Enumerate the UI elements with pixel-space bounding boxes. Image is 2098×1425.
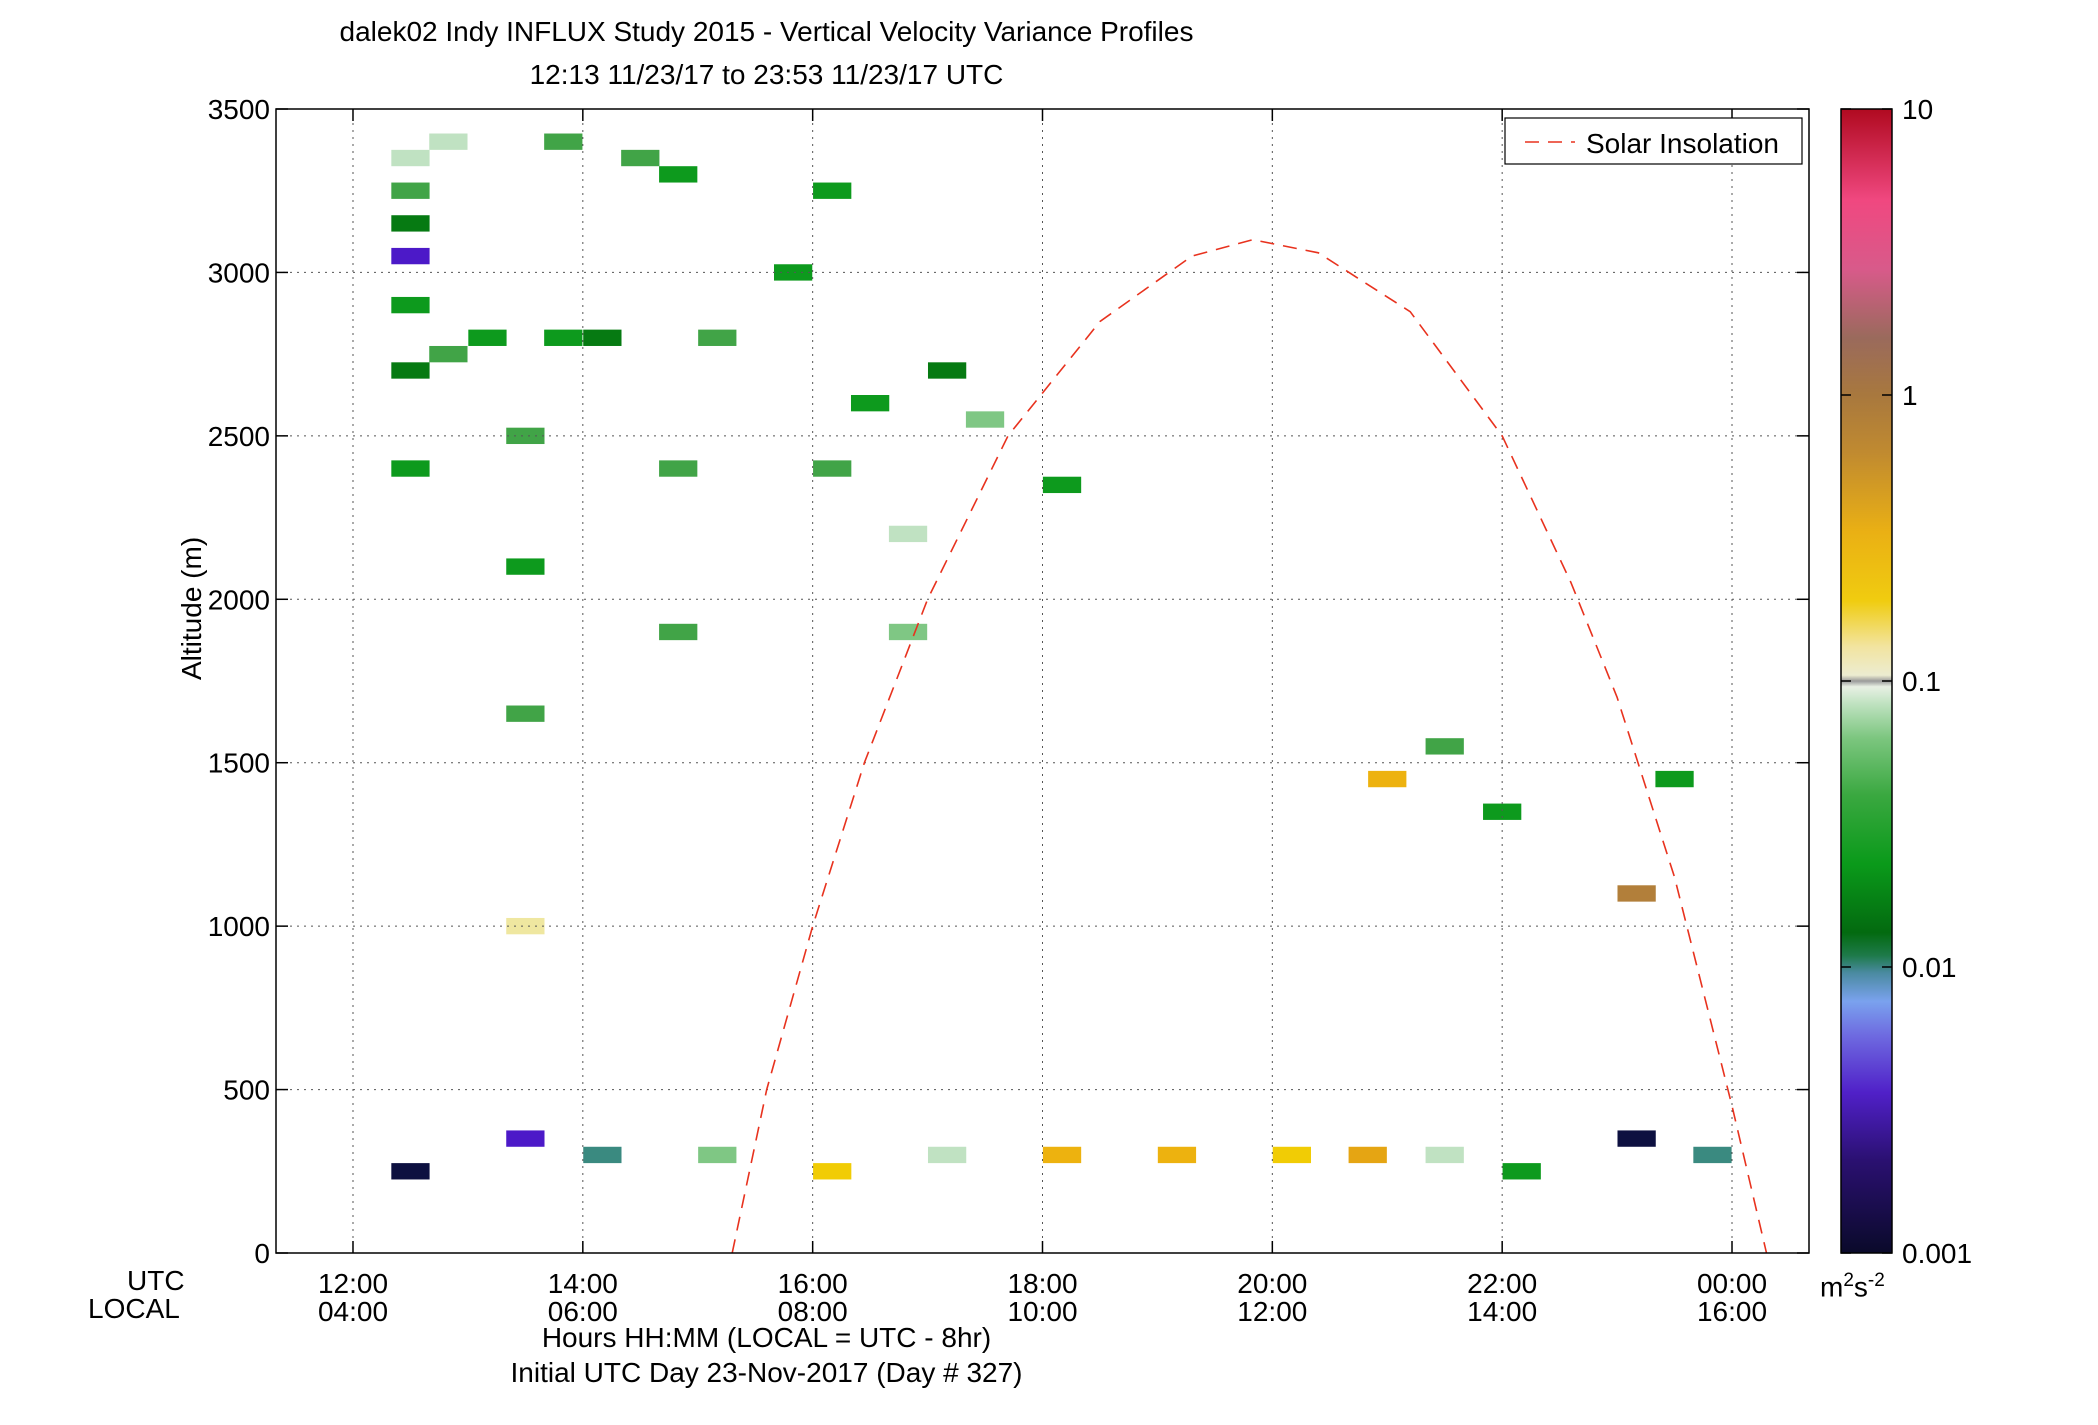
variance-cell — [659, 166, 698, 183]
variance-cell — [888, 525, 928, 543]
variance-cell — [1617, 1130, 1656, 1147]
variance-cell — [621, 149, 660, 167]
variance-cell — [1617, 885, 1656, 902]
variance-cell — [927, 362, 967, 379]
variance-cell — [429, 345, 468, 363]
grid-lines — [276, 109, 1809, 1253]
colorbar-tick-label: 0.01 — [1902, 952, 1957, 983]
variance-cell — [1483, 803, 1522, 820]
x-tick-label-local: 04:00 — [318, 1296, 388, 1327]
variance-cell — [813, 182, 852, 199]
colorbar-units-sup2: -2 — [1867, 1270, 1885, 1291]
x-tick-label-utc: 18:00 — [1007, 1268, 1077, 1299]
variance-cell — [391, 215, 430, 232]
variance-cell — [1042, 1146, 1082, 1164]
variance-cell — [1425, 738, 1464, 755]
legend-entry: Solar Insolation — [1586, 128, 1779, 159]
variance-cells — [391, 133, 1732, 1180]
variance-cell — [1272, 1146, 1312, 1164]
x-axis-label-date: Initial UTC Day 23-Nov-2017 (Day # 327) — [510, 1357, 1023, 1388]
variance-cell — [583, 329, 622, 346]
variance-cell — [1425, 1146, 1464, 1164]
variance-cell — [391, 149, 430, 167]
colorbar-units-base: m — [1820, 1271, 1844, 1303]
variance-cell — [391, 362, 430, 379]
variance-cell — [1693, 1146, 1732, 1164]
y-axis-label: Altitude (m) — [176, 536, 207, 680]
y-tick-label: 2500 — [208, 421, 270, 452]
chart-subtitle: 12:13 11/23/17 to 23:53 11/23/17 UTC — [529, 59, 1004, 90]
x-tick-label-utc: 22:00 — [1467, 1268, 1537, 1299]
variance-cell — [1042, 476, 1082, 494]
x-axis-ticks: 12:0004:0014:0006:0016:0008:0018:0010:00… — [318, 109, 1767, 1327]
x-tick-label-local: 12:00 — [1237, 1296, 1307, 1327]
variance-cell — [1368, 770, 1407, 788]
colorbar-units-mid: s — [1853, 1271, 1868, 1303]
variance-cell — [506, 1130, 545, 1147]
variance-cell — [468, 329, 507, 346]
colorbar-tick-label: 0.1 — [1902, 666, 1941, 697]
variance-cell — [391, 460, 430, 477]
variance-cell — [698, 1146, 737, 1164]
variance-cell — [506, 705, 545, 722]
x-tick-label-utc: 20:00 — [1237, 1268, 1307, 1299]
x-tick-label-utc: 14:00 — [548, 1268, 618, 1299]
variance-cell — [391, 247, 430, 265]
variance-cell — [1655, 770, 1694, 788]
variance-cell — [1502, 1163, 1541, 1180]
y-tick-label: 500 — [223, 1075, 270, 1106]
variance-cell — [965, 411, 1005, 428]
variance-cell — [927, 1146, 967, 1164]
x-tick-label-local: 16:00 — [1697, 1296, 1767, 1327]
variance-cell — [850, 395, 890, 412]
variance-cell — [544, 329, 583, 346]
variance-cell — [888, 623, 928, 641]
colorbar-units-sup1: 2 — [1843, 1270, 1854, 1291]
variance-cell — [698, 329, 737, 346]
colorbar-ticks: 0.001 0.01 0.1 1 10 — [1841, 94, 1972, 1269]
legend: Solar Insolation — [1504, 117, 1803, 165]
plot-frame — [275, 108, 1810, 1254]
x-tick-label-utc: 00:00 — [1697, 1268, 1767, 1299]
x-row-label-utc: UTC — [127, 1265, 185, 1296]
variance-cell — [773, 264, 813, 281]
y-tick-label: 0 — [254, 1238, 270, 1269]
variance-cell — [506, 558, 545, 575]
variance-cell — [429, 133, 468, 150]
y-axis-ticks: 0 500 1000 1500 2000 2500 3000 3500 — [208, 94, 1809, 1269]
solar-insolation-curve — [731, 238, 1768, 1254]
x-row-label-local: LOCAL — [88, 1293, 180, 1324]
x-tick-label-utc: 12:00 — [318, 1268, 388, 1299]
variance-cell — [659, 623, 698, 641]
x-tick-label-utc: 16:00 — [778, 1268, 848, 1299]
variance-cell — [1348, 1146, 1387, 1164]
y-tick-label: 1500 — [208, 748, 270, 779]
colorbar-tick-label: 10 — [1902, 94, 1933, 125]
variance-cell — [391, 182, 430, 199]
y-tick-label: 3500 — [208, 94, 270, 125]
variance-cell — [506, 427, 545, 445]
variance-cell — [391, 1163, 430, 1180]
x-tick-label-local: 06:00 — [548, 1296, 618, 1327]
variance-cell — [813, 460, 852, 477]
variance-cell — [659, 460, 698, 477]
variance-cell — [391, 296, 430, 314]
x-tick-label-local: 10:00 — [1007, 1296, 1077, 1327]
x-tick-label-local: 14:00 — [1467, 1296, 1537, 1327]
x-tick-label-local: 08:00 — [778, 1296, 848, 1327]
colorbar-tick-label: 0.001 — [1902, 1238, 1972, 1269]
colorbar-tick-label: 1 — [1902, 380, 1918, 411]
variance-cell — [506, 917, 545, 935]
y-tick-label: 2000 — [208, 584, 270, 615]
x-axis-label: Hours HH:MM (LOCAL = UTC - 8hr) — [541, 1322, 992, 1353]
variance-cell — [544, 133, 583, 150]
variance-cell — [1157, 1146, 1197, 1164]
colorbar-units: m2s-2 — [1820, 1270, 1885, 1303]
chart-title: dalek02 Indy INFLUX Study 2015 - Vertica… — [339, 16, 1194, 47]
variance-cell — [583, 1146, 622, 1164]
y-tick-label: 3000 — [208, 257, 270, 288]
y-tick-label: 1000 — [208, 911, 270, 942]
variance-cell — [813, 1163, 852, 1180]
